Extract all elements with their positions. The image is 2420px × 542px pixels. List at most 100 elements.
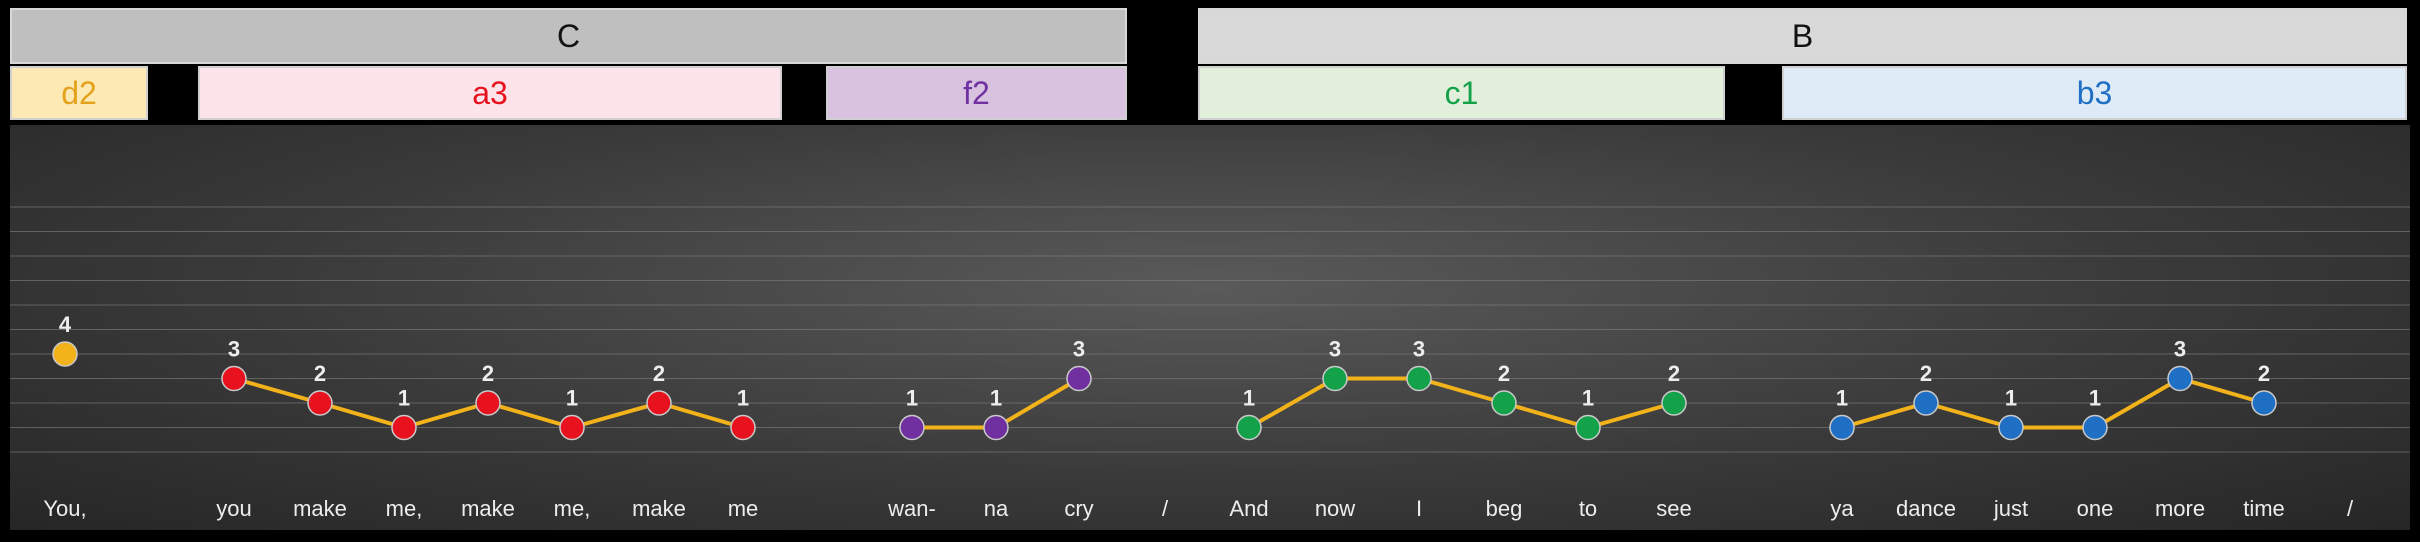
x-tick-label: me, [554, 496, 591, 521]
data-label: 1 [737, 386, 749, 411]
segment-c1: c1 [1198, 66, 1725, 120]
data-label: 2 [1668, 361, 1680, 386]
data-point [2251, 390, 2277, 416]
x-tick-label: / [1162, 496, 1169, 521]
segment-d2: d2 [10, 66, 148, 120]
segment-label: b3 [2076, 74, 2113, 111]
segment-label: f2 [963, 74, 990, 111]
series-line-segment [233, 376, 321, 405]
x-tick-label: cry [1064, 496, 1093, 521]
series-line-segment [487, 401, 573, 430]
data-point [1236, 414, 1262, 441]
data-point [307, 390, 333, 416]
data-label: 2 [482, 361, 494, 386]
segment-b3: b3 [1782, 66, 2407, 120]
series-line-segment [1248, 376, 1336, 430]
data-label: 1 [1836, 386, 1848, 411]
series-line-segment [319, 401, 405, 430]
x-tick-label: make [632, 496, 686, 521]
segment-label: c1 [1444, 74, 1479, 111]
x-tick-label: na [984, 496, 1009, 521]
data-label: 2 [653, 361, 665, 386]
data-point [730, 414, 756, 441]
data-label: 1 [398, 386, 410, 411]
x-tick-label: dance [1896, 496, 1956, 521]
pitch-chart: 4 3 2 1 2 1 2 1 1 1 3 1 3 3 2 1 2 1 2 1 1 3 2 You, you make me, mak… [10, 206, 2410, 521]
x-tick-label: wan- [887, 496, 936, 521]
data-point [1066, 365, 1092, 392]
data-point [475, 390, 501, 416]
data-label: 3 [1073, 337, 1085, 362]
data-label: 1 [990, 386, 1002, 411]
series-line-segment [1925, 401, 2012, 430]
data-label: 2 [1920, 361, 1932, 386]
x-tick-label: time [2243, 496, 2285, 521]
series-line-segment [1841, 401, 1927, 430]
series-line-segment [1418, 376, 1505, 405]
data-label: 1 [2089, 386, 2101, 411]
x-tick-label: I [1416, 496, 1422, 521]
data-point [899, 414, 925, 441]
data-point [391, 414, 417, 441]
segment-f2: f2 [826, 66, 1127, 120]
data-point [559, 414, 585, 441]
data-point [1998, 414, 2024, 441]
data-point [1913, 390, 1939, 416]
data-point [2167, 365, 2193, 392]
data-point [983, 414, 1009, 441]
data-label: 1 [2005, 386, 2017, 411]
data-label: 2 [1498, 361, 1510, 386]
data-label: 3 [1329, 337, 1341, 362]
x-tick-label: now [1315, 496, 1355, 521]
section-label: C [556, 17, 581, 54]
data-point [1491, 390, 1517, 416]
data-label: 1 [1243, 386, 1255, 411]
plot-area: 4 3 2 1 2 1 2 1 1 1 3 1 3 3 2 1 2 1 2 1 1 3 2 You, you make me, mak… [10, 125, 2410, 530]
data-point [1322, 365, 1348, 392]
x-tick-label: make [461, 496, 515, 521]
data-label: 1 [906, 386, 918, 411]
data-point [52, 341, 78, 367]
data-label: 2 [314, 361, 326, 386]
series-line-segment [1587, 401, 1675, 430]
x-tick-label: me, [386, 496, 423, 521]
x-tick-label: You, [43, 496, 86, 521]
data-point [1829, 414, 1855, 441]
segment-label: d2 [61, 74, 97, 111]
series-line-segment [571, 401, 660, 430]
data-label: 1 [1582, 386, 1594, 411]
segment-label: a3 [472, 74, 508, 111]
segment-a3: a3 [198, 66, 782, 120]
x-tick-label: And [1229, 496, 1268, 521]
series-line-segment [2094, 376, 2181, 430]
data-point [1575, 414, 1601, 441]
section-label: B [1791, 17, 1814, 54]
x-tick-label: see [1656, 496, 1691, 521]
x-tick-label: make [293, 496, 347, 521]
x-tick-label: more [2155, 496, 2205, 521]
x-tick-label: one [2077, 496, 2114, 521]
series-line-segment [658, 401, 744, 430]
data-label: 3 [2174, 337, 2186, 362]
x-tick-label: you [216, 496, 251, 521]
series-line-segment [994, 376, 1081, 430]
data-label: 1 [566, 386, 578, 411]
x-tick-label: me [728, 496, 759, 521]
data-label: 4 [59, 312, 72, 337]
series-line-segment [2179, 376, 2265, 405]
data-point [1661, 390, 1687, 416]
data-point [1406, 365, 1432, 392]
data-label: 2 [2258, 361, 2270, 386]
data-label: 3 [228, 337, 240, 362]
series-line-segment [1503, 401, 1589, 430]
data-point [221, 365, 247, 392]
series-line-segment [403, 401, 489, 430]
x-tick-label: beg [1486, 496, 1523, 521]
data-label: 3 [1413, 337, 1425, 362]
data-point [646, 390, 672, 416]
x-tick-label: ya [1830, 496, 1854, 521]
x-tick-label: just [1993, 496, 2028, 521]
section-header-c: C [10, 8, 1127, 64]
x-tick-label: to [1579, 496, 1597, 521]
x-tick-label: / [2347, 496, 2354, 521]
